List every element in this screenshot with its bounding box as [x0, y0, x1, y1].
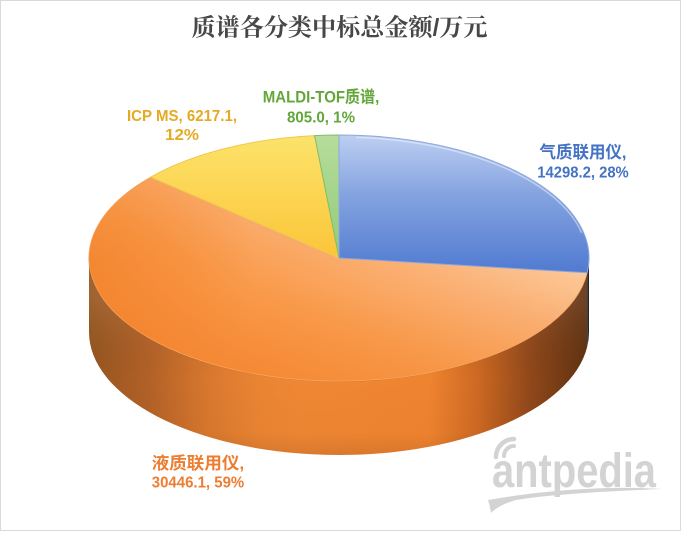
svg-text:质谱各分类中标总金额/万元: 质谱各分类中标总金额/万元	[192, 8, 488, 43]
svg-text:MALDI-TOF质谱,: MALDI-TOF质谱,	[263, 87, 380, 107]
svg-text:12%: 12%	[165, 127, 199, 144]
svg-text:30446.1, 59%: 30446.1, 59%	[152, 475, 245, 492]
svg-text:14298.2, 28%: 14298.2, 28%	[537, 165, 629, 182]
svg-text:液质联用仪,: 液质联用仪,	[152, 453, 245, 473]
svg-text:气质联用仪,: 气质联用仪,	[540, 142, 627, 162]
svg-text:ICP MS, 6217.1,: ICP MS, 6217.1,	[127, 108, 237, 125]
svg-text:805.0, 1%: 805.0, 1%	[287, 109, 355, 126]
